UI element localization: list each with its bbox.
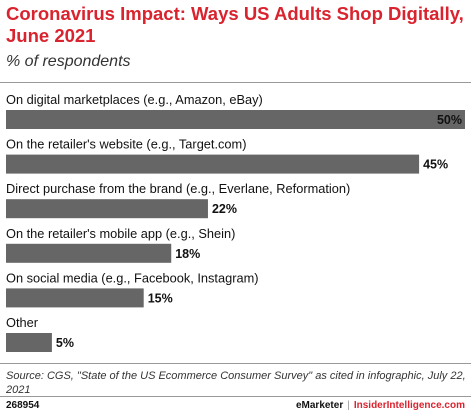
footer-divider [0, 396, 471, 397]
chart-id: 268954 [6, 400, 40, 411]
bar-chart: On digital marketplaces (e.g., Amazon, e… [6, 92, 465, 352]
top-divider [0, 82, 471, 83]
source-note: Source: CGS, "State of the US Ecommerce … [6, 370, 466, 396]
chart-title: Coronavirus Impact: Ways US Adults Shop … [6, 3, 464, 46]
brand-secondary: InsiderIntelligence.com [353, 400, 465, 411]
chart-subtitle: % of respondents [6, 53, 131, 70]
value-label: 50% [437, 113, 462, 127]
bar [6, 199, 208, 219]
category-label: On social media (e.g., Facebook, Instagr… [6, 270, 259, 285]
category-label: On the retailer's mobile app (e.g., Shei… [6, 226, 235, 241]
value-label: 22% [212, 202, 237, 216]
brand-primary: eMarketer [295, 400, 344, 411]
bar [6, 154, 420, 174]
footer: 268954 eMarketer | InsiderIntelligence.com [0, 397, 471, 415]
value-label: 15% [148, 291, 173, 305]
bar [6, 333, 52, 352]
source-divider [0, 363, 471, 364]
bar [6, 288, 144, 308]
category-label: Direct purchase from the brand (e.g., Ev… [6, 181, 350, 196]
bar [6, 243, 172, 263]
category-label: On the retailer's website (e.g., Target.… [6, 137, 246, 152]
category-label: Other [6, 315, 39, 330]
value-label: 5% [56, 336, 74, 350]
value-label: 18% [175, 247, 200, 261]
brand-lockup: eMarketer | InsiderIntelligence.com [296, 400, 465, 411]
value-label: 45% [423, 158, 448, 172]
brand-separator: | [347, 400, 350, 411]
category-label: On digital marketplaces (e.g., Amazon, e… [6, 92, 263, 107]
bar [6, 110, 465, 129]
